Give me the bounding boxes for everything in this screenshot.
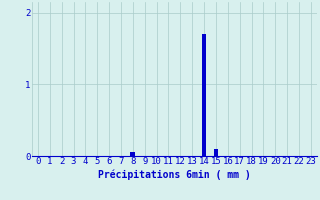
Bar: [202, 34, 206, 156]
Bar: [213, 149, 218, 156]
Bar: [131, 152, 135, 156]
X-axis label: Précipitations 6min ( mm ): Précipitations 6min ( mm ): [98, 169, 251, 180]
